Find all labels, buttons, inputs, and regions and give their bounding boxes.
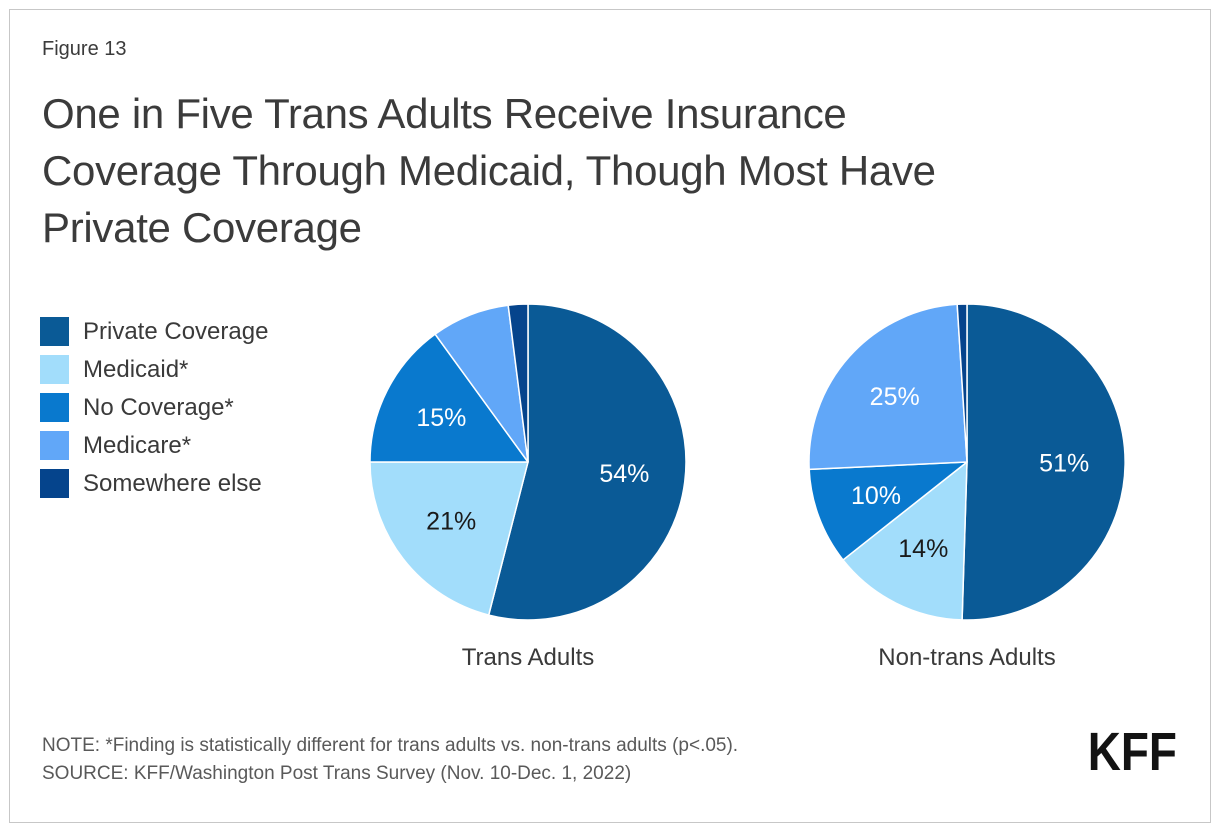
legend-item: No Coverage* — [40, 393, 268, 422]
pie-chart-non-trans-adults: 51% 14% 10% 25% — [808, 303, 1126, 621]
pie-slice-no-coverage — [808, 461, 968, 561]
legend-swatch — [40, 469, 69, 498]
pie-slice-somewhere-else — [956, 303, 968, 463]
pie-slice-no-coverage — [369, 333, 529, 463]
pie-slice-medicaid — [369, 461, 529, 616]
pie-caption-trans-adults: Trans Adults — [461, 644, 595, 671]
slice-label-medicare: 25% — [870, 383, 920, 411]
slice-label-private-coverage: 54% — [599, 460, 649, 488]
pie-caption-non-trans-adults: Non-trans Adults — [878, 644, 1056, 671]
legend-swatch — [40, 393, 69, 422]
pie-slice-private-coverage — [487, 303, 687, 621]
pie-slice-somewhere-else — [507, 303, 529, 463]
kff-logo: KFF — [1087, 722, 1177, 782]
figure-number: Figure 13 — [42, 38, 127, 60]
legend-item: Medicare* — [40, 431, 268, 460]
slice-label-no-coverage: 10% — [851, 482, 901, 510]
slice-label-medicaid: 14% — [898, 535, 948, 563]
slice-label-private-coverage: 51% — [1039, 450, 1089, 478]
pie-chart-trans-adults: 54% 21% 15% — [369, 303, 687, 621]
pie-slice-private-coverage — [961, 303, 1126, 621]
legend-swatch — [40, 355, 69, 384]
legend-item: Private Coverage — [40, 317, 268, 346]
slice-label-no-coverage: 15% — [416, 404, 466, 432]
legend-item: Somewhere else — [40, 469, 268, 498]
chart-title-line-2: Coverage Through Medicaid, Though Most H… — [42, 147, 936, 194]
legend-label: Somewhere else — [83, 469, 262, 497]
legend-label: Medicare* — [83, 431, 192, 459]
slice-label-medicaid: 21% — [426, 508, 476, 536]
source-text: SOURCE: KFF/Washington Post Trans Survey… — [42, 763, 632, 784]
chart-title-line-3: Private Coverage — [42, 204, 362, 251]
legend: Private Coverage Medicaid* No Coverage* Med… — [40, 317, 268, 507]
legend-item: Medicaid* — [40, 355, 268, 384]
pie-slice-medicare — [808, 303, 968, 471]
legend-label: Private Coverage — [83, 317, 269, 345]
figure-border — [9, 9, 1211, 823]
pie-slice-medicaid — [842, 461, 968, 621]
legend-swatch — [40, 317, 69, 346]
note-text: NOTE: *Finding is statistically differen… — [42, 735, 739, 756]
chart-title: One in Five Trans Adults Receive Insuran… — [42, 85, 936, 256]
legend-swatch — [40, 431, 69, 460]
legend-label: Medicaid* — [83, 355, 189, 383]
legend-label: No Coverage* — [83, 393, 234, 421]
chart-title-line-1: One in Five Trans Adults Receive Insuran… — [42, 90, 847, 137]
